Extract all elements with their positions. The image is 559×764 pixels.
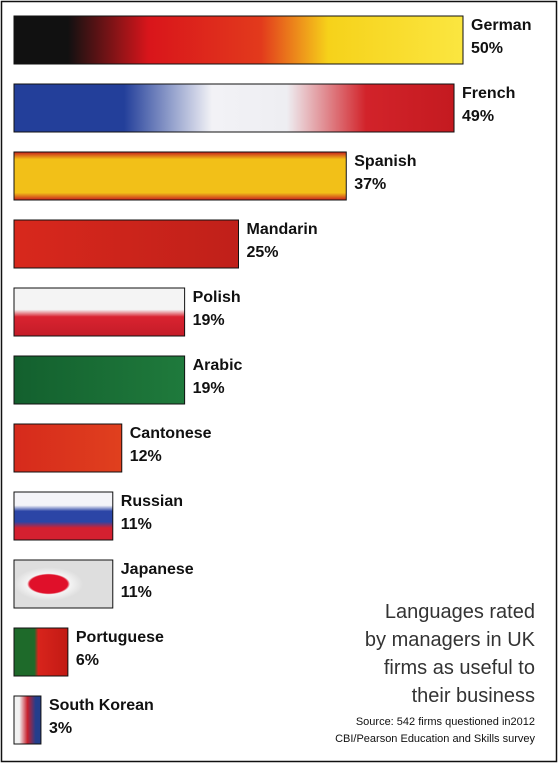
value-label: 12% [130, 448, 162, 465]
bar [13, 695, 42, 745]
chart-title: Languages rated by managers in UK firms … [364, 601, 535, 707]
category-label: French [462, 85, 515, 102]
bar [13, 491, 114, 541]
category-label: Cantonese [130, 425, 212, 442]
category-label: South Korean [49, 697, 154, 714]
value-label: 6% [76, 652, 99, 669]
category-label: Russian [121, 493, 183, 510]
category-label: Arabic [193, 357, 243, 374]
bar [13, 219, 239, 269]
value-label: 49% [462, 108, 494, 125]
bar [13, 151, 347, 201]
category-label: Spanish [354, 153, 416, 170]
bar [13, 287, 186, 337]
value-label: 11% [121, 584, 152, 601]
value-label: 3% [49, 720, 72, 737]
value-label: 19% [193, 312, 225, 329]
category-label: Polish [193, 289, 241, 306]
bar [13, 559, 114, 609]
category-label: Mandarin [247, 221, 318, 238]
bar [13, 83, 455, 133]
category-label: Japanese [121, 561, 194, 578]
value-label: 37% [354, 176, 386, 193]
category-label: German [471, 17, 531, 34]
value-label: 50% [471, 40, 503, 57]
value-label: 11% [121, 516, 152, 533]
source: CBI/Pearson Education and Skills survey [335, 733, 535, 745]
category-label: Portuguese [76, 629, 164, 646]
bar [13, 423, 123, 473]
value-label: 25% [247, 244, 279, 261]
bar [13, 355, 186, 405]
source: Source: 542 firms questioned in2012 [355, 716, 535, 728]
bar [13, 627, 69, 677]
value-label: 19% [193, 380, 225, 397]
bar [13, 15, 464, 65]
